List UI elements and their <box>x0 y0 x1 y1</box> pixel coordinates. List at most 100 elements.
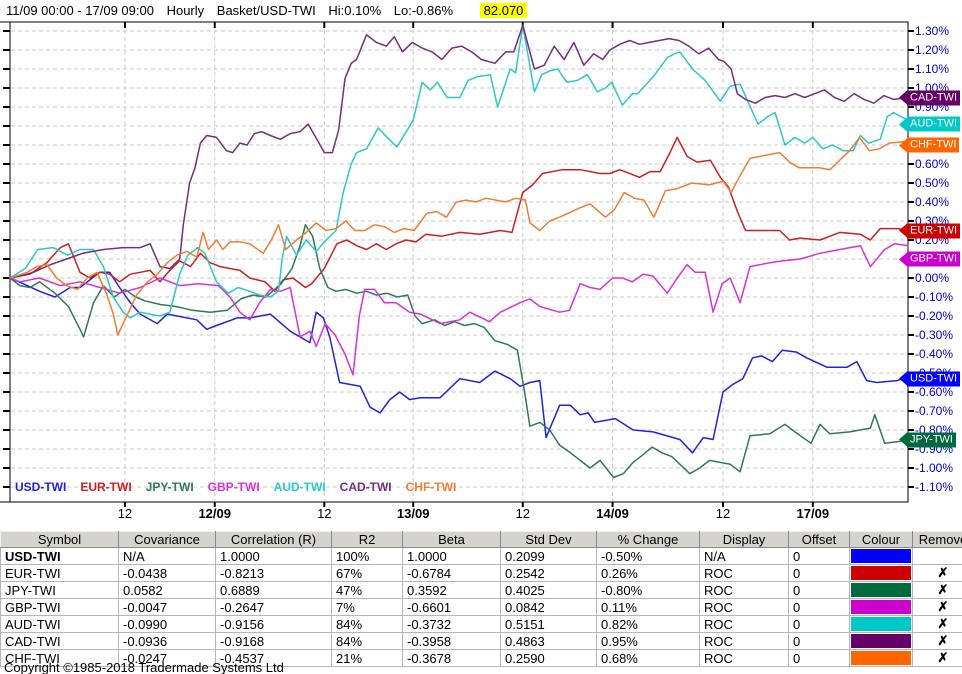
cell-correlation-r-: -0.4537 <box>215 649 332 667</box>
remove-button[interactable]: ✗ <box>937 633 949 648</box>
cell--change: 0.26% <box>596 564 700 582</box>
cell-remove: ✗ <box>912 632 962 650</box>
cell-offset: 0 <box>788 564 850 582</box>
table-row-eur-twi: EUR-TWI -0.0438 -0.8213 67% -0.6784 0.2542 0.2… <box>0 564 962 582</box>
axis-tag-gbp-twi: GBP-TWI <box>899 251 961 267</box>
remove-button[interactable]: ✗ <box>937 650 949 665</box>
column-header-remove[interactable]: Remove <box>912 531 962 548</box>
legend-item-aud-twi: AUD-TWI <box>273 480 326 494</box>
y-axis-label: -1.00% <box>915 461 954 475</box>
axis-tag-eur-twi: EUR-TWI <box>899 223 961 238</box>
cell--change: 0.95% <box>596 632 700 650</box>
column-header--change[interactable]: % Change <box>596 531 700 548</box>
cell-covariance: -0.0936 <box>118 632 216 650</box>
cell-std-dev: 0.2542 <box>500 564 597 582</box>
cell-offset: 0 <box>788 615 850 633</box>
remove-button[interactable]: ✗ <box>937 599 949 614</box>
cell-remove: ✗ <box>912 615 962 633</box>
cell--change: 0.11% <box>596 598 700 616</box>
tag-arrow-icon <box>899 432 907 447</box>
cell-std-dev: 0.4025 <box>500 581 597 599</box>
table-header-row: Symbol Covariance Correlation (R) R2 Beta Std… <box>0 531 962 548</box>
cell-symbol: EUR-TWI <box>0 564 119 582</box>
colour-swatch[interactable] <box>851 651 911 665</box>
chart-header: 11/09 00:00 - 17/09 09:00 Hourly Basket/… <box>6 3 536 18</box>
chart-legend: USD-TWI EUR-TWI JPY-TWI GBP-TWI AUD-TWI CAD-T… <box>15 478 470 496</box>
column-header-covariance[interactable]: Covariance <box>118 531 216 548</box>
remove-button[interactable]: ✗ <box>937 616 949 631</box>
cell-display: ROC <box>699 598 789 616</box>
cell-beta: -0.6601 <box>402 598 501 616</box>
table-row-gbp-twi: GBP-TWI -0.0047 -0.2647 7% -0.6601 0.0842 0.11… <box>0 598 962 616</box>
y-axis-label: -0.10% <box>915 290 954 304</box>
cell-symbol: CHF-TWI <box>0 649 119 667</box>
y-axis-label: -0.40% <box>915 347 954 361</box>
column-header-colour[interactable]: Colour <box>849 531 913 548</box>
column-header-display[interactable]: Display <box>699 531 789 548</box>
copyright-text: Copyright ©1985-2018 Tradermade Systems … <box>4 660 284 674</box>
colour-swatch[interactable] <box>851 549 911 563</box>
cell-std-dev: 0.0842 <box>500 598 597 616</box>
colour-swatch[interactable] <box>851 600 911 614</box>
cell-covariance: -0.0990 <box>118 615 216 633</box>
table-row-aud-twi: AUD-TWI -0.0990 -0.9156 84% -0.3732 0.5151 0.8… <box>0 615 962 633</box>
tag-label: USD-TWI <box>907 371 961 387</box>
last-value-badge: 82.070 <box>479 3 528 18</box>
column-header-correlation-r-[interactable]: Correlation (R) <box>215 531 332 548</box>
y-axis-label: 0.40% <box>915 195 950 209</box>
cell-beta: -0.6784 <box>402 564 501 582</box>
x-axis-label: 12 <box>117 506 133 521</box>
colour-swatch[interactable] <box>851 566 911 580</box>
colour-swatch[interactable] <box>851 583 911 597</box>
instrument-label: Basket/USD-TWI <box>216 3 316 18</box>
tag-arrow-icon <box>899 223 907 238</box>
remove-button[interactable]: ✗ <box>937 582 949 597</box>
column-header-symbol[interactable]: Symbol <box>0 531 119 548</box>
cell-remove: ✗ <box>912 649 962 667</box>
cell-display: ROC <box>699 615 789 633</box>
x-axis-label: 12 <box>317 506 332 521</box>
statistics-table: Symbol Covariance Correlation (R) R2 Beta Std… <box>0 531 962 667</box>
legend-item-chf-twi: CHF-TWI <box>405 480 457 494</box>
x-axis-label: 12 <box>715 506 731 521</box>
cell-colour <box>849 564 913 582</box>
cell-beta: 1.0000 <box>402 547 501 565</box>
cell--change: 0.68% <box>596 649 700 667</box>
x-axis-label: 13/09 <box>396 506 430 521</box>
tag-label: CHF-TWI <box>907 137 960 153</box>
tag-arrow-icon <box>899 117 907 132</box>
interval-label: Hourly <box>166 3 205 18</box>
colour-swatch[interactable] <box>851 634 911 648</box>
cell-colour <box>849 632 913 650</box>
cell-r2: 7% <box>331 598 403 616</box>
column-header-offset[interactable]: Offset <box>788 531 850 548</box>
cell-r2: 67% <box>331 564 403 582</box>
cell-beta: -0.3732 <box>402 615 501 633</box>
y-axis-label: 1.20% <box>915 43 950 57</box>
legend-item-cad-twi: CAD-TWI <box>339 480 392 494</box>
x-axis-label: 17/09 <box>796 506 830 521</box>
y-axis-label: 1.10% <box>915 62 950 76</box>
legend-item-jpy-twi: JPY-TWI <box>145 480 194 494</box>
cell-colour <box>849 598 913 616</box>
remove-button[interactable]: ✗ <box>937 565 949 580</box>
tag-label: EUR-TWI <box>907 223 961 238</box>
tag-label: JPY-TWI <box>907 432 956 447</box>
axis-tag-cad-twi: CAD-TWI <box>899 90 961 105</box>
cell-colour <box>849 649 913 667</box>
cell--change: -0.50% <box>596 547 700 565</box>
chart-plot-area[interactable] <box>0 0 962 530</box>
cell-beta: -0.3678 <box>402 649 501 667</box>
column-header-beta[interactable]: Beta <box>402 531 501 548</box>
cell-offset: 0 <box>788 581 850 599</box>
cell-display: N/A <box>699 547 789 565</box>
axis-tag-chf-twi: CHF-TWI <box>899 137 960 153</box>
high-label: Hi:0.10% <box>328 3 382 18</box>
cell-offset: 0 <box>788 547 850 565</box>
column-header-r2[interactable]: R2 <box>331 531 403 548</box>
cell-remove: ✗ <box>912 564 962 582</box>
cell--change: 0.82% <box>596 615 700 633</box>
column-header-std-dev[interactable]: Std Dev <box>500 531 597 548</box>
cell-r2: 21% <box>331 649 403 667</box>
colour-swatch[interactable] <box>851 617 911 631</box>
